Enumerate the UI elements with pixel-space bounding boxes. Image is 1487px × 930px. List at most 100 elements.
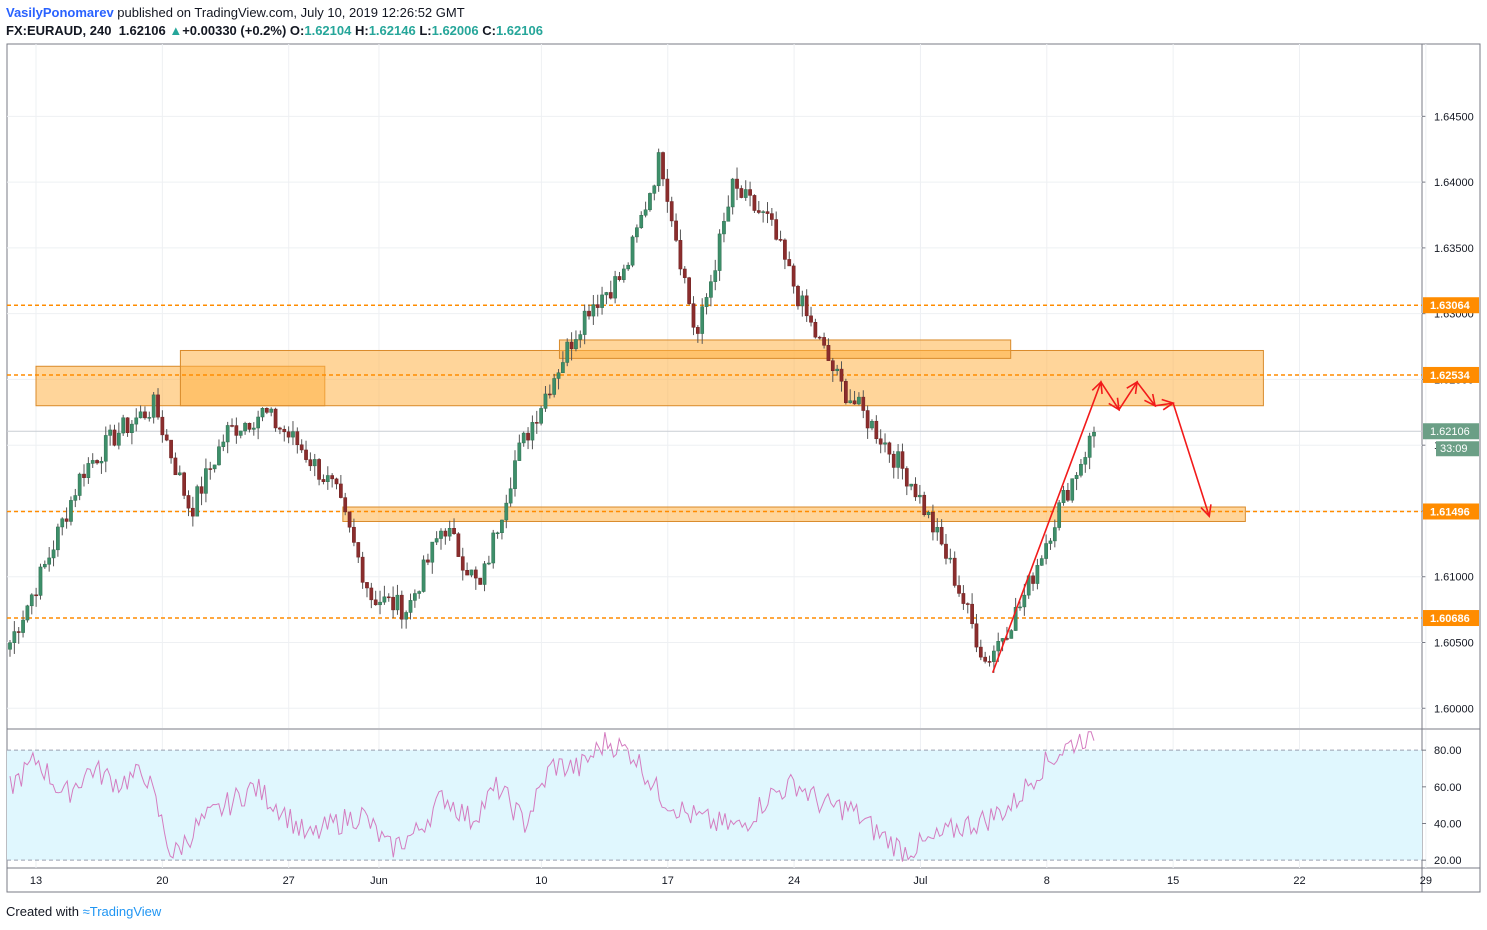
candle-down xyxy=(661,152,665,180)
candle-up xyxy=(221,441,226,447)
candle-up xyxy=(926,512,931,516)
candle-up xyxy=(1057,502,1062,528)
candle-up xyxy=(60,518,65,528)
candle-up xyxy=(713,270,718,282)
y-tick-label: 1.64000 xyxy=(1434,177,1474,189)
candle-down xyxy=(526,432,530,441)
rsi-line xyxy=(9,731,1095,862)
candle-up xyxy=(417,591,422,594)
candle-up xyxy=(935,527,940,533)
y-tick-label: 1.64500 xyxy=(1434,111,1474,123)
candle-down xyxy=(787,259,792,267)
candle-down xyxy=(796,285,800,307)
candle-down xyxy=(961,593,966,604)
last-price: 1.62106 xyxy=(118,23,166,38)
candle-up xyxy=(421,559,426,592)
candle-up xyxy=(1074,475,1079,479)
candle-up xyxy=(69,500,73,522)
level-label: 1.61496 xyxy=(1430,506,1470,518)
candle-up xyxy=(574,339,578,350)
candle-up xyxy=(378,601,382,606)
candle-up xyxy=(621,268,626,280)
low-value: 1.62006 xyxy=(431,23,479,38)
candle-up xyxy=(108,429,112,436)
candle-up xyxy=(47,557,52,565)
candle-up xyxy=(722,221,726,235)
candle-up xyxy=(730,178,735,208)
candle-down xyxy=(330,475,335,480)
up-arrow-icon: ▲ xyxy=(169,23,183,38)
candle-up xyxy=(513,460,517,489)
symbol-label[interactable]: FX:EURAUD, 240 xyxy=(6,23,112,38)
footer: Created with ≈TradingView xyxy=(6,904,161,919)
author-link[interactable]: VasilyPonomarev xyxy=(6,5,114,20)
candle-down xyxy=(595,304,600,308)
candle-down xyxy=(839,368,844,382)
candle-down xyxy=(952,557,957,586)
current-price-label: 1.62106 xyxy=(1430,426,1470,438)
candle-down xyxy=(769,213,774,220)
candle-down xyxy=(1031,575,1035,584)
resistance-zone-wide xyxy=(179,349,1264,407)
candle-down xyxy=(665,178,670,202)
candle-up xyxy=(1022,594,1027,608)
candle-down xyxy=(774,219,779,240)
tradingview-logo-icon[interactable]: ≈ xyxy=(82,904,90,919)
candle-up xyxy=(635,227,639,238)
candle-up xyxy=(652,185,657,194)
candle-down xyxy=(891,453,896,468)
x-tick-label: 10 xyxy=(535,875,547,887)
candle-down xyxy=(682,268,687,278)
candle-up xyxy=(992,650,996,662)
candle-up xyxy=(21,619,25,633)
candle-up xyxy=(656,152,661,187)
candle-up xyxy=(121,417,126,434)
candle-down xyxy=(830,360,835,372)
candle-up xyxy=(177,472,182,476)
candle-down xyxy=(687,277,691,304)
candle-down xyxy=(16,631,21,633)
candle-down xyxy=(852,400,857,405)
candle-up xyxy=(138,411,143,419)
candle-up xyxy=(404,612,409,620)
level-label-bg xyxy=(1423,297,1479,314)
candle-up xyxy=(600,294,604,308)
level-label: 1.62534 xyxy=(1430,370,1471,382)
tradingview-brand[interactable]: TradingView xyxy=(89,904,162,919)
candle-up xyxy=(204,468,208,494)
candle-down xyxy=(182,472,186,496)
candle-down xyxy=(756,210,761,213)
candle-up xyxy=(918,494,922,498)
candle-down xyxy=(965,603,970,605)
candle-down xyxy=(813,322,818,338)
symbol-info: FX:EURAUD, 240 1.62106 ▲+0.00330 (+0.2%)… xyxy=(6,23,543,38)
close-value: 1.62106 xyxy=(495,23,543,38)
candle-down xyxy=(373,599,378,606)
candle-up xyxy=(761,211,765,213)
candle-up xyxy=(1009,630,1014,639)
candle-up xyxy=(447,528,452,537)
candle-up xyxy=(260,408,265,418)
candle-up xyxy=(439,530,443,539)
y-tick-label: 1.60500 xyxy=(1434,638,1474,650)
forecast-arrow-head-final xyxy=(1200,504,1212,518)
candle-down xyxy=(199,486,204,494)
x-tick-label: Jun xyxy=(370,875,388,887)
candle-up xyxy=(726,206,731,222)
candle-up xyxy=(212,464,217,470)
candle-up xyxy=(217,446,221,466)
candle-down xyxy=(273,408,278,429)
candle-down xyxy=(791,265,796,287)
candle-down xyxy=(569,341,574,350)
price-change: +0.00330 (+0.2%) xyxy=(182,23,287,38)
candle-up xyxy=(325,475,330,482)
candle-down xyxy=(617,276,622,280)
candle-down xyxy=(691,303,696,328)
high-value: 1.62146 xyxy=(368,23,416,38)
forecast-arrow-head xyxy=(1161,398,1175,411)
candle-down xyxy=(844,381,848,403)
candle-down xyxy=(752,195,757,211)
candle-up xyxy=(495,532,500,535)
x-tick-label: 15 xyxy=(1167,875,1179,887)
